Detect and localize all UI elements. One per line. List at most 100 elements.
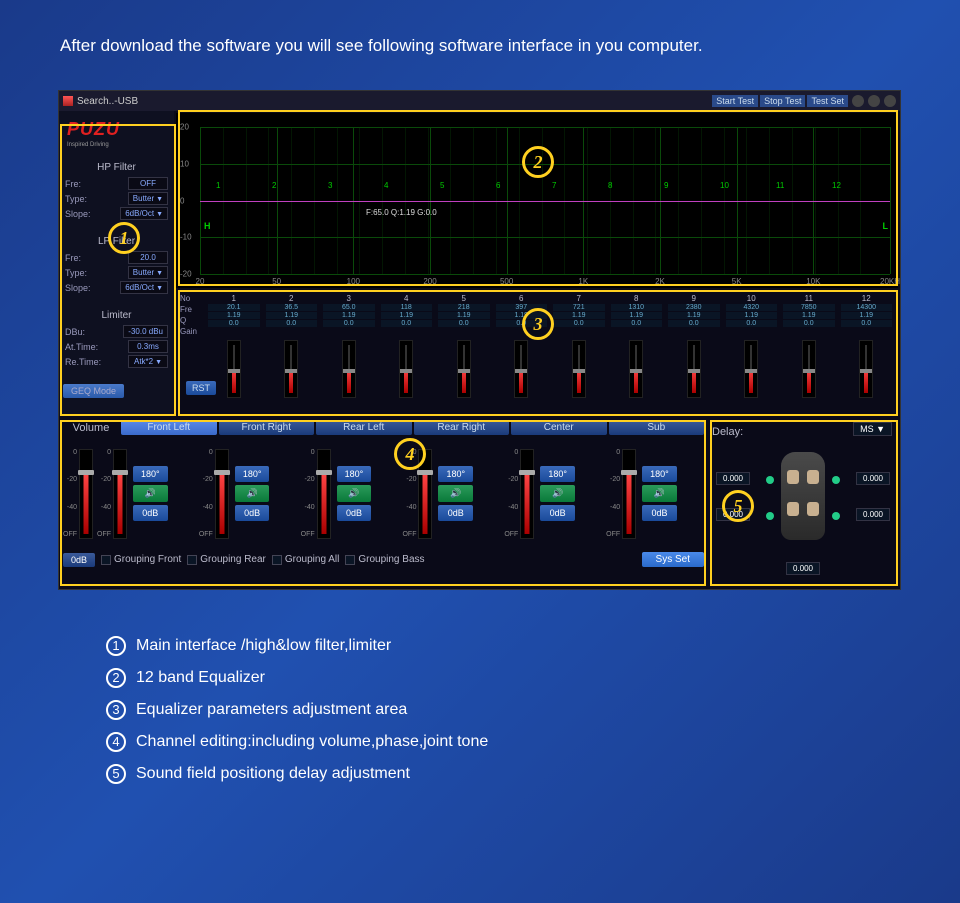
0db-button[interactable]: 0dB bbox=[337, 505, 372, 521]
eq-q-input[interactable]: 1.19 bbox=[668, 312, 720, 319]
channel-slider[interactable] bbox=[113, 449, 127, 539]
eq-q-input[interactable]: 1.19 bbox=[553, 312, 605, 319]
eq-q-input[interactable]: 1.19 bbox=[266, 312, 318, 319]
channel-tab[interactable]: Front Right bbox=[219, 420, 315, 435]
phase-180-button[interactable]: 180° bbox=[438, 466, 473, 482]
eq-band-slider[interactable] bbox=[802, 340, 816, 398]
channel-tab[interactable]: Front Left bbox=[121, 420, 217, 435]
0db-button[interactable]: 0dB bbox=[540, 505, 575, 521]
eq-marker[interactable]: 1 bbox=[216, 181, 220, 190]
eq-gain-input[interactable]: 0.0 bbox=[553, 320, 605, 327]
group-checkbox[interactable] bbox=[187, 555, 197, 565]
eq-band-slider[interactable] bbox=[859, 340, 873, 398]
test-set-button[interactable]: Test Set bbox=[807, 95, 848, 107]
eq-fre-input[interactable]: 7850 bbox=[783, 304, 835, 311]
eq-fre-input[interactable]: 14300 bbox=[841, 304, 893, 311]
0db-button[interactable]: 0dB bbox=[438, 505, 473, 521]
geq-mode-button[interactable]: GEQ Mode bbox=[63, 384, 124, 398]
eq-q-input[interactable]: 1.19 bbox=[323, 312, 375, 319]
lp-type-select[interactable]: Butter bbox=[128, 266, 168, 279]
eq-band-slider[interactable] bbox=[572, 340, 586, 398]
eq-marker[interactable]: 3 bbox=[328, 181, 332, 190]
mute-button[interactable]: 🔊 bbox=[642, 485, 677, 502]
eq-fre-input[interactable]: 4320 bbox=[726, 304, 778, 311]
rst-button[interactable]: RST bbox=[186, 381, 216, 395]
eq-q-input[interactable]: 1.19 bbox=[841, 312, 893, 319]
hp-fre-input[interactable]: OFF bbox=[128, 177, 168, 190]
eq-gain-input[interactable]: 0.0 bbox=[611, 320, 663, 327]
master-slider[interactable] bbox=[79, 449, 93, 539]
eq-band-slider[interactable] bbox=[399, 340, 413, 398]
eq-fre-input[interactable]: 218 bbox=[438, 304, 490, 311]
retime-select[interactable]: Atk*2 bbox=[128, 355, 168, 368]
eq-marker[interactable]: 2 bbox=[272, 181, 276, 190]
hp-type-select[interactable]: Butter bbox=[128, 192, 168, 205]
eq-band-slider[interactable] bbox=[342, 340, 356, 398]
eq-fre-input[interactable]: 1310 bbox=[611, 304, 663, 311]
master-0db-button[interactable]: 0dB bbox=[63, 553, 95, 567]
max-button[interactable] bbox=[868, 95, 880, 107]
eq-fre-input[interactable]: 118 bbox=[381, 304, 433, 311]
eq-fre-input[interactable]: 721 bbox=[553, 304, 605, 311]
lp-slope-select[interactable]: 6dB/Oct bbox=[120, 281, 168, 294]
eq-band-slider[interactable] bbox=[457, 340, 471, 398]
eq-gain-input[interactable]: 0.0 bbox=[381, 320, 433, 327]
eq-q-input[interactable]: 1.19 bbox=[611, 312, 663, 319]
eq-marker[interactable]: 4 bbox=[384, 181, 388, 190]
eq-band-slider[interactable] bbox=[687, 340, 701, 398]
eq-marker[interactable]: 5 bbox=[440, 181, 444, 190]
eq-marker[interactable]: 12 bbox=[832, 181, 841, 190]
group-checkbox[interactable] bbox=[345, 555, 355, 565]
mute-button[interactable]: 🔊 bbox=[235, 485, 270, 502]
eq-gain-input[interactable]: 0.0 bbox=[783, 320, 835, 327]
delay-fr-input[interactable]: 0.000 bbox=[856, 472, 890, 485]
eq-marker[interactable]: 11 bbox=[776, 181, 784, 190]
mute-button[interactable]: 🔊 bbox=[133, 485, 168, 502]
eq-marker[interactable]: 7 bbox=[552, 181, 556, 190]
eq-graph[interactable]: F:65.0 Q:1.19 G:0.0 H L 20100-10-2020501… bbox=[176, 113, 898, 288]
eq-marker[interactable]: 6 bbox=[496, 181, 500, 190]
phase-180-button[interactable]: 180° bbox=[540, 466, 575, 482]
channel-slider[interactable] bbox=[215, 449, 229, 539]
group-checkbox[interactable] bbox=[272, 555, 282, 565]
eq-fre-input[interactable]: 2380 bbox=[668, 304, 720, 311]
start-test-button[interactable]: Start Test bbox=[712, 95, 758, 107]
lp-fre-input[interactable]: 20.0 bbox=[128, 251, 168, 264]
hp-slope-select[interactable]: 6dB/Oct bbox=[120, 207, 168, 220]
phase-180-button[interactable]: 180° bbox=[642, 466, 677, 482]
eq-fre-input[interactable]: 36.5 bbox=[266, 304, 318, 311]
channel-slider[interactable] bbox=[622, 449, 636, 539]
channel-slider[interactable] bbox=[317, 449, 331, 539]
eq-q-input[interactable]: 1.19 bbox=[381, 312, 433, 319]
phase-180-button[interactable]: 180° bbox=[235, 466, 270, 482]
mute-button[interactable]: 🔊 bbox=[540, 485, 575, 502]
eq-gain-input[interactable]: 0.0 bbox=[841, 320, 893, 327]
channel-tab[interactable]: Rear Left bbox=[316, 420, 412, 435]
delay-sub-input[interactable]: 0.000 bbox=[786, 562, 820, 575]
eq-gain-input[interactable]: 0.0 bbox=[323, 320, 375, 327]
eq-band-slider[interactable] bbox=[514, 340, 528, 398]
phase-180-button[interactable]: 180° bbox=[337, 466, 372, 482]
close-button[interactable] bbox=[884, 95, 896, 107]
0db-button[interactable]: 0dB bbox=[133, 505, 168, 521]
eq-marker[interactable]: 8 bbox=[608, 181, 612, 190]
eq-fre-input[interactable]: 20.1 bbox=[208, 304, 260, 311]
eq-band-slider[interactable] bbox=[629, 340, 643, 398]
eq-band-slider[interactable] bbox=[227, 340, 241, 398]
min-button[interactable] bbox=[852, 95, 864, 107]
delay-fl-input[interactable]: 0.000 bbox=[716, 472, 750, 485]
phase-180-button[interactable]: 180° bbox=[133, 466, 168, 482]
eq-q-input[interactable]: 1.19 bbox=[726, 312, 778, 319]
delay-unit-select[interactable]: MS ▼ bbox=[853, 422, 892, 436]
sys-set-button[interactable]: Sys Set bbox=[642, 552, 704, 567]
eq-gain-input[interactable]: 0.0 bbox=[726, 320, 778, 327]
channel-tab[interactable]: Sub bbox=[609, 420, 705, 435]
stop-test-button[interactable]: Stop Test bbox=[760, 95, 805, 107]
attime-input[interactable]: 0.3ms bbox=[128, 340, 168, 353]
eq-gain-input[interactable]: 0.0 bbox=[438, 320, 490, 327]
eq-q-input[interactable]: 1.19 bbox=[208, 312, 260, 319]
0db-button[interactable]: 0dB bbox=[642, 505, 677, 521]
mute-button[interactable]: 🔊 bbox=[337, 485, 372, 502]
channel-tab[interactable]: Rear Right bbox=[414, 420, 510, 435]
eq-marker[interactable]: 10 bbox=[720, 181, 729, 190]
